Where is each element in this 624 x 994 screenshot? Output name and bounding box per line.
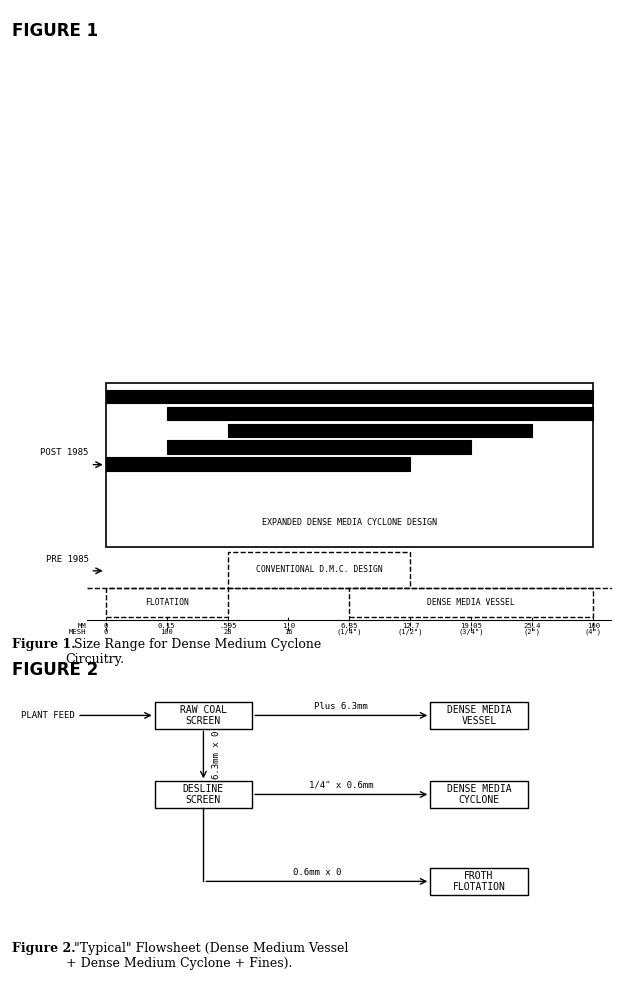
Text: 0: 0	[104, 622, 108, 629]
Text: (1/2"): (1/2")	[397, 629, 423, 635]
Text: MESH: MESH	[69, 629, 86, 635]
Text: (2"): (2")	[524, 629, 541, 635]
Text: Figure 2.: Figure 2.	[12, 942, 76, 955]
Text: 16: 16	[285, 629, 293, 635]
Text: DENSE MEDIA
VESSEL: DENSE MEDIA VESSEL	[447, 705, 511, 727]
Text: (3/4"): (3/4")	[459, 629, 484, 635]
Text: FROTH
FLOTATION: FROTH FLOTATION	[452, 871, 505, 893]
Text: 19.05: 19.05	[461, 622, 482, 629]
Text: POST 1985: POST 1985	[40, 448, 89, 457]
Bar	[430, 781, 528, 807]
Text: "Typical" Flowsheet (Dense Medium Vessel
+ Dense Medium Cyclone + Fines).: "Typical" Flowsheet (Dense Medium Vessel…	[66, 942, 348, 970]
Text: FIGURE 1: FIGURE 1	[12, 22, 99, 40]
Text: DESLINE
SCREEN: DESLINE SCREEN	[183, 783, 224, 805]
Text: 12.7: 12.7	[402, 622, 419, 629]
Text: 25.4: 25.4	[524, 622, 541, 629]
Text: 0.6mm x 0: 0.6mm x 0	[293, 868, 341, 877]
Bar	[430, 702, 528, 729]
Text: 100: 100	[587, 622, 600, 629]
Text: 100: 100	[160, 629, 173, 635]
Text: 6.3mm x 0: 6.3mm x 0	[212, 731, 221, 779]
Text: RAW COAL
SCREEN: RAW COAL SCREEN	[180, 705, 227, 727]
Text: .595: .595	[219, 622, 236, 629]
Bar	[105, 390, 593, 404]
Text: 1.0: 1.0	[282, 622, 295, 629]
Bar	[430, 868, 528, 895]
Text: DENSE MEDIA VESSEL: DENSE MEDIA VESSEL	[427, 597, 515, 606]
Text: 6.35: 6.35	[341, 622, 358, 629]
Bar	[167, 407, 593, 419]
Text: FLOTATION: FLOTATION	[145, 597, 188, 606]
Text: (1/4"): (1/4")	[337, 629, 362, 635]
Text: MM: MM	[77, 622, 86, 629]
Text: 1/4" x 0.6mm: 1/4" x 0.6mm	[309, 780, 373, 789]
Text: FIGURE 2: FIGURE 2	[12, 661, 99, 679]
Text: Size Range for Dense Medium Cyclone
Circuitry.: Size Range for Dense Medium Cyclone Circ…	[66, 638, 321, 666]
Text: (4"): (4")	[585, 629, 602, 635]
Bar	[155, 781, 252, 807]
Bar	[105, 587, 228, 616]
Text: EXPANDED DENSE MEDIA CYCLONE DESIGN: EXPANDED DENSE MEDIA CYCLONE DESIGN	[262, 518, 437, 527]
Text: Plus 6.3mm: Plus 6.3mm	[314, 702, 368, 711]
Bar	[155, 702, 252, 729]
Text: Figure 1.: Figure 1.	[12, 638, 76, 651]
Text: CONVENTIONAL D.M.C. DESIGN: CONVENTIONAL D.M.C. DESIGN	[256, 566, 383, 575]
Text: 0: 0	[104, 629, 108, 635]
Text: PRE 1985: PRE 1985	[46, 555, 89, 564]
Bar	[228, 552, 411, 587]
Text: 28: 28	[223, 629, 232, 635]
Bar	[105, 383, 593, 547]
Text: PLANT FEED: PLANT FEED	[21, 711, 74, 720]
Bar	[349, 587, 593, 616]
Bar	[167, 440, 471, 453]
Bar	[105, 457, 411, 471]
Text: DENSE MEDIA
CYCLONE: DENSE MEDIA CYCLONE	[447, 783, 511, 805]
Text: 0.15: 0.15	[158, 622, 175, 629]
Bar	[228, 423, 532, 437]
